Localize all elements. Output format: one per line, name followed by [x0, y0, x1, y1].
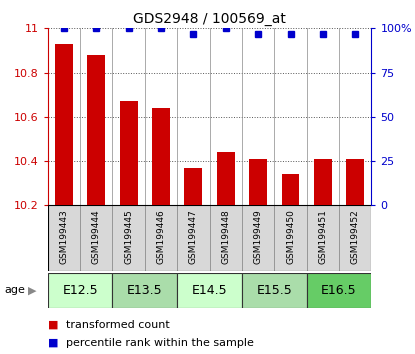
Bar [112, 205, 145, 271]
Text: transformed count: transformed count [66, 320, 170, 330]
Text: percentile rank within the sample: percentile rank within the sample [66, 338, 254, 348]
Text: E13.5: E13.5 [127, 284, 163, 297]
Text: ■: ■ [48, 320, 58, 330]
Text: GSM199443: GSM199443 [59, 209, 68, 264]
Bar [55, 44, 73, 205]
Text: ■: ■ [48, 338, 58, 348]
Text: E14.5: E14.5 [192, 284, 227, 297]
Text: E15.5: E15.5 [256, 284, 292, 297]
Text: E12.5: E12.5 [62, 284, 98, 297]
Bar [242, 273, 307, 308]
Text: GSM199450: GSM199450 [286, 209, 295, 264]
Bar [282, 175, 299, 205]
Text: GSM199451: GSM199451 [318, 209, 327, 264]
Bar [177, 273, 242, 308]
Text: GSM199444: GSM199444 [92, 210, 101, 264]
Text: GSM199449: GSM199449 [254, 209, 263, 264]
Bar [307, 273, 371, 308]
Text: GSM199445: GSM199445 [124, 209, 133, 264]
Title: GDS2948 / 100569_at: GDS2948 / 100569_at [133, 12, 286, 26]
Bar [249, 159, 267, 205]
Bar [185, 168, 202, 205]
Bar [145, 205, 177, 271]
Bar [210, 205, 242, 271]
Bar [48, 205, 80, 271]
Bar [347, 159, 364, 205]
Text: GSM199446: GSM199446 [156, 209, 166, 264]
Bar [80, 205, 112, 271]
Text: GSM199452: GSM199452 [351, 209, 360, 264]
Bar [242, 205, 274, 271]
Text: ▶: ▶ [28, 285, 37, 295]
Bar [217, 152, 234, 205]
Bar [88, 55, 105, 205]
Bar [307, 205, 339, 271]
Text: GSM199448: GSM199448 [221, 209, 230, 264]
Bar [274, 205, 307, 271]
Bar [314, 159, 332, 205]
Bar [112, 273, 177, 308]
Text: age: age [4, 285, 25, 295]
Text: GSM199447: GSM199447 [189, 209, 198, 264]
Bar [120, 101, 137, 205]
Bar [152, 108, 170, 205]
Bar [177, 205, 210, 271]
Bar [339, 205, 371, 271]
Text: E16.5: E16.5 [321, 284, 357, 297]
Bar [48, 273, 112, 308]
